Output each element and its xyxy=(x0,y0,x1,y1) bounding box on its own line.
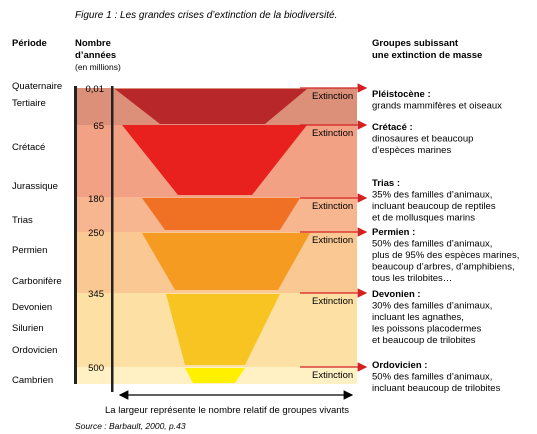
caption: La largeur représente le nombre relatif … xyxy=(105,405,349,416)
extinction-label: Extinction xyxy=(312,235,353,246)
header-unit: (en millions) xyxy=(75,62,121,72)
period: Crétacé xyxy=(12,142,45,153)
years: 345 xyxy=(88,289,104,300)
group-description: dinosaures et beaucoup xyxy=(372,134,473,145)
group-description: d’espèces marines xyxy=(372,145,451,156)
years: 500 xyxy=(88,363,104,374)
title: Figure 1 : Les grandes crises d’extincti… xyxy=(75,10,337,21)
group-name: Pléistocène : xyxy=(372,89,431,100)
group-description: incluant beaucoup de trilobites xyxy=(372,383,501,394)
group-description: incluant beaucoup de reptiles xyxy=(372,201,496,212)
group-name: Permien : xyxy=(372,227,415,238)
group-description: tous les trilobites… xyxy=(372,273,452,284)
group-description: incluant les agnathes, xyxy=(372,312,464,323)
period: Jurassique xyxy=(12,181,58,192)
period: Devonien xyxy=(12,302,52,313)
group-name: Devonien : xyxy=(372,289,421,300)
group-description: plus de 95% des espèces marines, xyxy=(372,250,519,261)
header-groups: Groupes subissant xyxy=(372,38,459,49)
header-period: Période xyxy=(12,38,47,49)
axis-left xyxy=(74,86,77,384)
header-years: Nombre xyxy=(75,38,111,49)
years: 0,01 xyxy=(86,84,105,95)
group-description: 50% des familles d’animaux, xyxy=(372,372,492,383)
funnel xyxy=(115,89,310,383)
group-description: 50% des familles d’animaux, xyxy=(372,239,492,250)
funnel-segment xyxy=(142,198,300,230)
period: Cambrien xyxy=(12,375,53,386)
group-description: beaucoup d’arbres, d’amphibiens, xyxy=(372,262,515,273)
funnel-segment xyxy=(122,125,307,195)
funnel-segment xyxy=(142,233,310,290)
group-name: Crétacé : xyxy=(372,122,413,133)
group-description: 35% des familles d’animaux, xyxy=(372,190,492,201)
group-description: et beaucoup de trilobites xyxy=(372,335,476,346)
period: Silurien xyxy=(12,323,44,334)
extinction-label: Extinction xyxy=(312,91,353,102)
header-groups: une extinction de masse xyxy=(372,50,482,61)
header-years: d’années xyxy=(75,50,116,61)
group-name: Trias : xyxy=(372,178,400,189)
period: Ordovicien xyxy=(12,345,57,356)
extinction-label: Extinction xyxy=(312,296,353,307)
years: 65 xyxy=(93,121,104,132)
funnel-segment xyxy=(185,368,245,383)
extinction-label: Extinction xyxy=(312,370,353,381)
years: 180 xyxy=(88,194,104,205)
period: Carbonifère xyxy=(12,276,62,287)
period: Permien xyxy=(12,245,47,256)
years: 250 xyxy=(88,228,104,239)
funnel-segment xyxy=(166,294,280,365)
group-description: et de mollusques marins xyxy=(372,213,475,224)
group-description: grands mammifères et oiseaux xyxy=(372,101,502,112)
group-name: Ordovicien : xyxy=(372,360,427,371)
source: Source : Barbault, 2000, p.43 xyxy=(75,421,186,431)
extinction-label: Extinction xyxy=(312,128,353,139)
period: Tertiaire xyxy=(12,98,46,109)
funnel-segment xyxy=(115,89,307,124)
axis xyxy=(111,86,114,392)
period: Quaternaire xyxy=(12,81,62,92)
group-description: 30% des familles d’animaux, xyxy=(372,301,492,312)
extinction-label: Extinction xyxy=(312,201,353,212)
period: Trias xyxy=(12,215,33,226)
group-description: les poissons placodermes xyxy=(372,324,482,335)
